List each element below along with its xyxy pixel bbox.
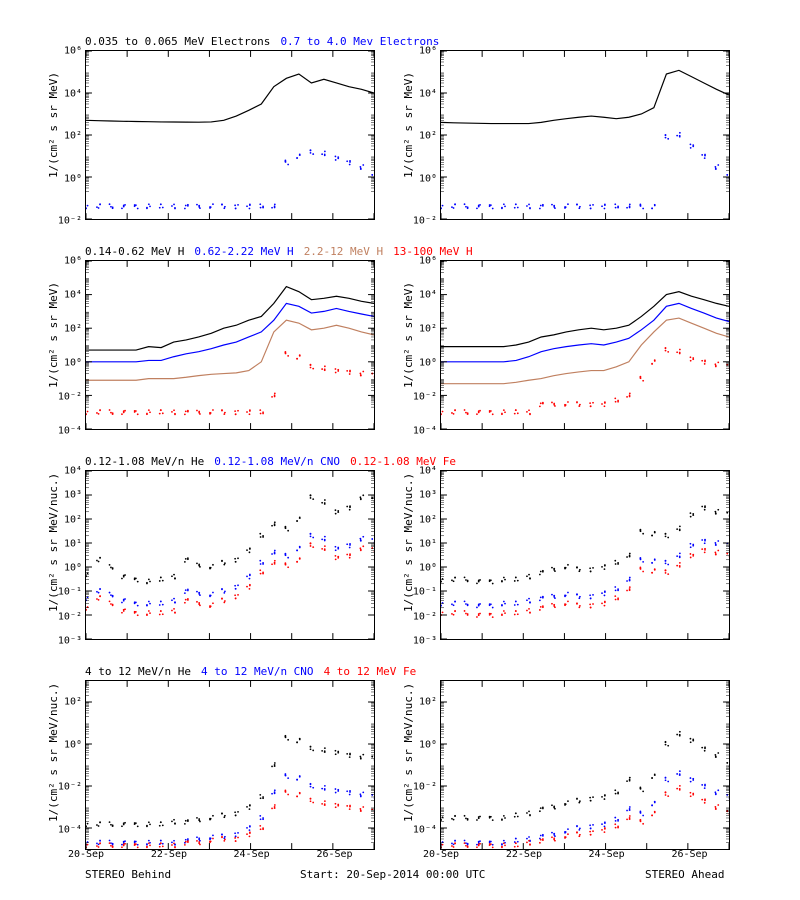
ytick-label: 10⁰ [419,563,441,574]
ytick-label: 10⁴ [419,290,441,301]
chart-panel-r3-c1: 10⁻⁴10⁻²10⁰10²20-Sep22-Sep24-Sep26-Sep [440,680,730,850]
row-title-0: 0.035 to 0.065 MeV Electrons 0.7 to 4.0 M… [85,35,449,48]
footer-right-label: STEREO Ahead [645,868,724,881]
ytick-label: 10⁴ [64,466,86,477]
row-title-segment: 0.12-1.08 MeV/n He [85,455,204,468]
ytick-label: 10⁻² [413,611,441,622]
chart-panel-r1-c1: 10⁻⁴10⁻²10⁰10²10⁴10⁶ [440,260,730,430]
ytick-label: 10⁻² [58,392,86,403]
y-axis-label: 1/(cm² s sr MeV) [47,282,60,388]
ytick-label: 10⁰ [64,173,86,184]
ytick-label: 10² [419,131,441,142]
ytick-label: 10⁰ [64,358,86,369]
ytick-label: 10⁶ [64,256,86,267]
ytick-label: 10⁰ [419,358,441,369]
ytick-label: 10² [419,697,441,708]
ytick-label: 10⁻⁴ [413,426,441,437]
ytick-label: 10³ [64,490,86,501]
xtick-label: 26-Sep [671,849,707,860]
chart-panel-r3-c0: 10⁻⁴10⁻²10⁰10²20-Sep22-Sep24-Sep26-Sep [85,680,375,850]
ytick-label: 10⁻¹ [413,587,441,598]
chart-panel-r1-c0: 10⁻⁴10⁻²10⁰10²10⁴10⁶ [85,260,375,430]
xtick-label: 22-Sep [151,849,187,860]
ytick-label: 10⁰ [64,563,86,574]
y-axis-label: 1/(cm² s sr MeV/nuc.) [47,683,60,822]
y-axis-label: 1/(cm² s sr MeV/nuc.) [402,683,415,822]
chart-panel-r2-c0: 10⁻³10⁻²10⁻¹10⁰10¹10²10³10⁴ [85,470,375,640]
row-title-3: 4 to 12 MeV/n He 4 to 12 MeV/n CNO 4 to 12… [85,665,426,678]
xtick-label: 24-Sep [589,849,625,860]
chart-panel-r0-c0: 10⁻²10⁰10²10⁴10⁶ [85,50,375,220]
row-title-segment: 13-100 MeV H [393,245,472,258]
row-title-segment: 0.62-2.22 MeV H [194,245,293,258]
ytick-label: 10⁻³ [58,636,86,647]
ytick-label: 10⁻² [58,216,86,227]
ytick-label: 10⁴ [64,88,86,99]
ytick-label: 10⁻² [413,392,441,403]
ytick-label: 10⁰ [64,739,86,750]
ytick-label: 10⁻¹ [58,587,86,598]
y-axis-label: 1/(cm² s sr MeV) [47,72,60,178]
y-axis-label: 1/(cm² s sr MeV) [402,282,415,388]
ytick-label: 10² [64,697,86,708]
figure-container: 1/(cm² s sr MeV)10⁻²10⁰10²10⁴10⁶1/(cm² s… [0,0,800,900]
row-title-segment: 0.035 to 0.065 MeV Electrons [85,35,270,48]
chart-panel-r0-c1: 10⁻²10⁰10²10⁴10⁶ [440,50,730,220]
row-title-segment: 4 to 12 MeV/n He [85,665,191,678]
ytick-label: 10⁻³ [413,636,441,647]
row-title-segment: 0.14-0.62 MeV H [85,245,184,258]
row-title-2: 0.12-1.08 MeV/n He 0.12-1.08 MeV/n CNO 0.1… [85,455,466,468]
ytick-label: 10⁻² [413,782,441,793]
ytick-label: 10⁴ [64,290,86,301]
ytick-label: 10² [419,514,441,525]
ytick-label: 10² [64,514,86,525]
y-axis-label: 1/(cm² s sr MeV) [402,72,415,178]
ytick-label: 10⁻⁴ [413,824,441,835]
ytick-label: 10¹ [419,538,441,549]
ytick-label: 10² [419,324,441,335]
ytick-label: 10⁰ [419,739,441,750]
ytick-label: 10⁻² [58,782,86,793]
xtick-label: 20-Sep [423,849,459,860]
ytick-label: 10¹ [64,538,86,549]
ytick-label: 10² [64,131,86,142]
chart-panel-r2-c1: 10⁻³10⁻²10⁻¹10⁰10¹10²10³10⁴ [440,470,730,640]
row-title-segment: 0.12-1.08 MeV/n CNO [214,455,340,468]
xtick-label: 20-Sep [68,849,104,860]
ytick-label: 10⁻⁴ [58,426,86,437]
row-title-segment: 4 to 12 MeV Fe [324,665,417,678]
ytick-label: 10⁰ [419,173,441,184]
xtick-label: 26-Sep [316,849,352,860]
footer-left-label: STEREO Behind [85,868,171,881]
row-title-segment: 0.12-1.08 MeV Fe [350,455,456,468]
footer-center-label: Start: 20-Sep-2014 00:00 UTC [300,868,485,881]
ytick-label: 10² [64,324,86,335]
ytick-label: 10⁻⁴ [58,824,86,835]
ytick-label: 10⁻² [58,611,86,622]
row-title-segment: 2.2-12 MeV H [304,245,383,258]
ytick-label: 10⁶ [64,46,86,57]
row-title-1: 0.14-0.62 MeV H 0.62-2.22 MeV H 2.2-12 MeV… [85,245,483,258]
row-title-segment: 0.7 to 4.0 Mev Electrons [280,35,439,48]
xtick-label: 22-Sep [506,849,542,860]
ytick-label: 10⁴ [419,88,441,99]
xtick-label: 24-Sep [234,849,270,860]
ytick-label: 10³ [419,490,441,501]
row-title-segment: 4 to 12 MeV/n CNO [201,665,314,678]
ytick-label: 10⁻² [413,216,441,227]
